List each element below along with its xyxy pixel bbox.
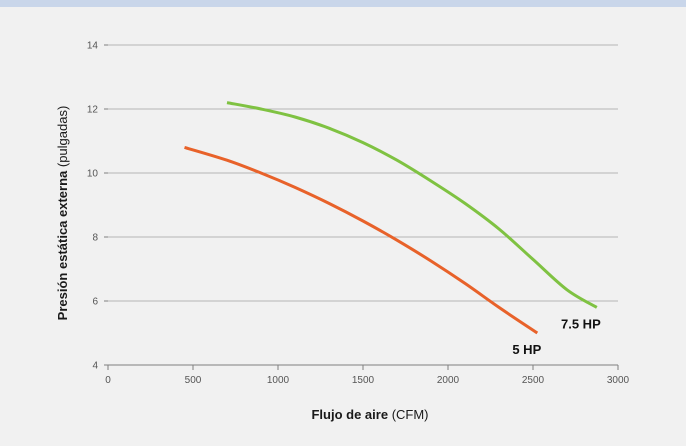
- chart-svg: 4 6 8 10 12 14 0 500 1000 1500 2000 2500 3000 5 HP 7.…: [55, 41, 630, 423]
- x-tick-label: 0: [105, 375, 111, 386]
- y-tick-label: 12: [87, 105, 99, 116]
- y-tick-label: 6: [92, 297, 98, 308]
- chart-container: 4 6 8 10 12 14 0 500 1000 1500 2000 2500 3000 5 HP 7.…: [0, 7, 686, 441]
- y-axis-title-main: Presión estática externa: [55, 170, 70, 320]
- x-tick-label: 2000: [437, 375, 460, 386]
- y-axis-title: Presión estática externa (pulgadas): [55, 106, 70, 321]
- y-tick-label: 14: [87, 41, 99, 52]
- series-line: [226, 101, 598, 309]
- series-end-label: 5 HP: [512, 342, 541, 357]
- header-band: [0, 0, 686, 7]
- grid-lines: [108, 44, 618, 302]
- series-line: [184, 145, 539, 335]
- series-labels: 5 HP 7.5 HP: [512, 316, 601, 357]
- y-tick-label: 10: [87, 169, 99, 180]
- series-lines: [184, 101, 598, 335]
- x-axis-title-main: Flujo de aire: [311, 407, 388, 422]
- x-tick-label: 1000: [267, 375, 290, 386]
- x-tick-label: 500: [185, 375, 202, 386]
- x-tick-label: 2500: [522, 375, 545, 386]
- x-tick-label: 1500: [352, 375, 375, 386]
- series-end-label: 7.5 HP: [561, 316, 601, 331]
- y-axis-title-unit: (pulgadas): [55, 106, 70, 167]
- axis-ticks: 4 6 8 10 12 14 0 500 1000 1500 2000 2500 3000: [87, 41, 630, 387]
- x-tick-label: 3000: [607, 375, 630, 386]
- x-axis-title-unit: (CFM): [392, 407, 429, 422]
- y-tick-label: 8: [92, 233, 98, 244]
- y-tick-label: 4: [92, 361, 98, 372]
- x-axis-title: Flujo de aire (CFM): [311, 407, 428, 422]
